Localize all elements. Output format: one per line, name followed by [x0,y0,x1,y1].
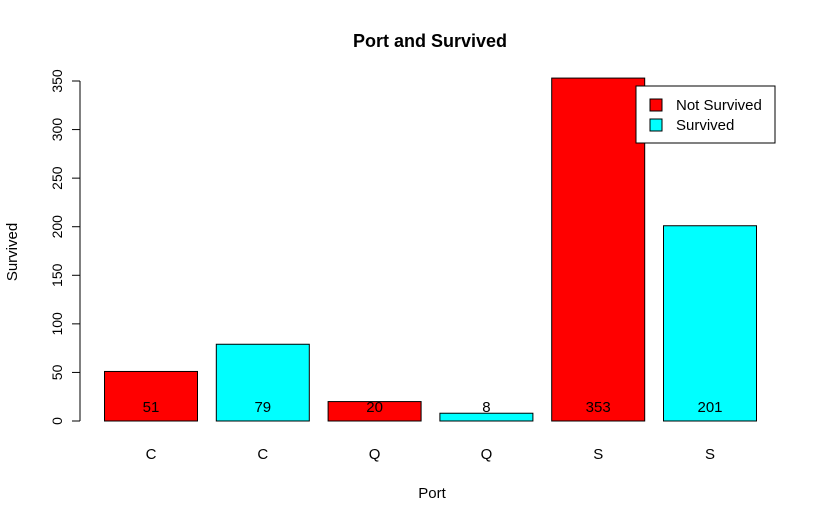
y-tick-label: 250 [49,166,65,190]
data-label: 8 [482,399,490,416]
data-label: 201 [697,399,722,416]
legend-swatch [649,118,663,132]
chart-title: Port and Survived [353,31,507,51]
x-tick-label: Q [481,446,493,463]
data-labels: 51 79 20 8 353 201 [143,399,723,416]
bar [104,370,198,422]
y-tick-label: 350 [49,69,65,93]
legend-label: Not Survived [676,97,762,114]
data-label: 79 [254,399,271,416]
bar [551,77,646,422]
x-axis-label: Port [418,485,446,502]
x-tick-label: S [705,446,715,463]
legend-box [635,85,776,144]
bars-group [104,77,757,422]
bar [439,412,534,422]
legend: Not Survived Survived [635,85,776,144]
bar [663,225,757,422]
x-tick-label: C [257,446,268,463]
x-tick-label: S [593,446,603,463]
x-tick-label: Q [369,446,381,463]
y-tick-label: 150 [49,263,65,287]
bar [215,343,310,422]
y-axis: 0 50 100 150 200 250 300 350 [49,69,81,425]
legend-swatch [649,98,663,112]
data-label: 353 [586,399,611,416]
y-tick-label: 0 [49,417,65,425]
x-tick-label: C [146,446,157,463]
y-tick-label: 100 [49,312,65,336]
y-tick-label: 50 [49,364,65,380]
y-axis-label: Survived [4,223,21,281]
legend-label: Survived [676,117,734,134]
y-tick-label: 300 [49,118,65,142]
data-label: 51 [143,399,160,416]
bar [327,401,422,422]
y-tick-label: 200 [49,215,65,239]
data-label: 20 [366,399,383,416]
